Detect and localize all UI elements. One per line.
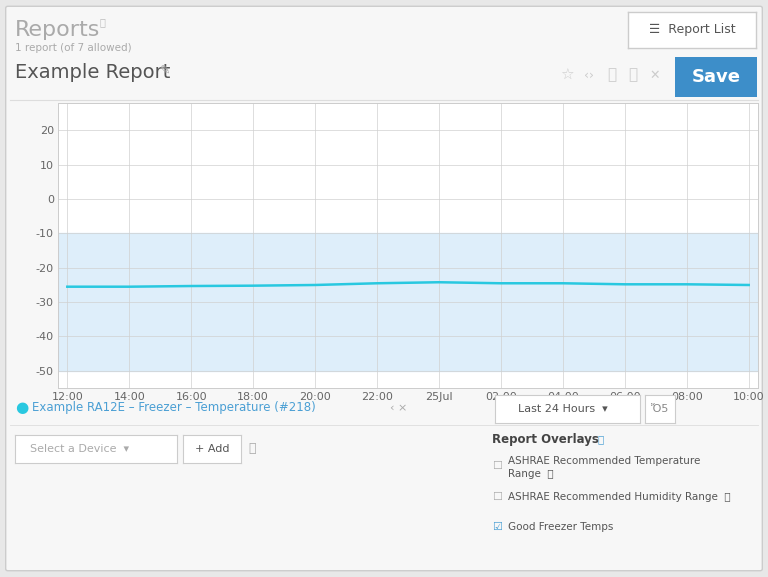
Text: Last 24 Hours  ▾: Last 24 Hours ▾ [518,404,608,414]
Text: ☐: ☐ [492,461,502,471]
Text: ‹ ×: ‹ × [390,403,407,413]
Text: Example RA12E – Freezer – Temperature (#218): Example RA12E – Freezer – Temperature (#… [32,402,316,414]
Text: ✕: ✕ [649,69,660,81]
Text: ‹›: ‹› [584,69,594,81]
Text: ASHRAE Recommended Temperature: ASHRAE Recommended Temperature [508,456,700,466]
Text: ⓘ: ⓘ [597,434,603,444]
Text: ☰  Report List: ☰ Report List [649,24,735,36]
Text: 1 report (of 7 allowed): 1 report (of 7 allowed) [15,43,131,53]
Text: Good Freezer Temps: Good Freezer Temps [508,522,614,532]
Text: ⓘ: ⓘ [100,17,106,27]
Text: ●: ● [15,400,28,415]
Bar [58,234,758,371]
Text: ⓘ: ⓘ [248,443,256,455]
Text: Example Report: Example Report [15,62,170,81]
Text: Select a Device  ▾: Select a Device ▾ [30,444,129,454]
Text: ✎: ✎ [160,63,170,77]
Text: ☐: ☐ [492,492,502,502]
Text: ☆: ☆ [560,68,574,83]
Text: ⎙: ⎙ [628,68,637,83]
Text: Ὄ5: Ὄ5 [651,404,669,414]
Text: + Add: + Add [195,444,230,454]
Text: Save: Save [691,68,740,86]
Text: ☑: ☑ [492,522,502,532]
Text: ASHRAE Recommended Humidity Range  ⓘ: ASHRAE Recommended Humidity Range ⓘ [508,492,730,502]
Text: ⎘: ⎘ [607,68,616,83]
Text: Report Overlays: Report Overlays [492,433,599,447]
Text: Range  ⓘ: Range ⓘ [508,469,554,479]
Text: Reports: Reports [15,20,101,40]
